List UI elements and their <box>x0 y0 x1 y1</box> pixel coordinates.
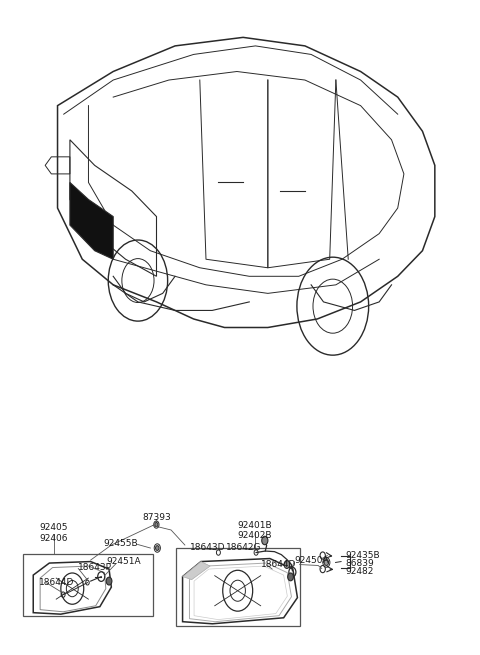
Polygon shape <box>70 183 113 259</box>
Text: 86839: 86839 <box>346 559 374 568</box>
Circle shape <box>155 523 158 527</box>
Text: 92405
92406: 92405 92406 <box>40 523 68 543</box>
Text: 92450A: 92450A <box>294 556 329 565</box>
Circle shape <box>262 536 268 545</box>
Text: 18644D: 18644D <box>39 578 74 586</box>
Circle shape <box>156 546 159 550</box>
Circle shape <box>106 577 112 585</box>
Text: 92482: 92482 <box>346 567 374 576</box>
Text: 92435B: 92435B <box>346 551 380 560</box>
Circle shape <box>288 573 293 581</box>
Text: 92401B
92402B: 92401B 92402B <box>238 521 272 540</box>
Polygon shape <box>182 561 210 580</box>
Text: 87393: 87393 <box>142 513 171 522</box>
Bar <box>176 548 300 626</box>
Text: 18643D: 18643D <box>190 543 225 552</box>
Text: 92455B: 92455B <box>103 539 138 548</box>
Text: 18643P: 18643P <box>78 563 112 572</box>
Circle shape <box>324 559 329 565</box>
Circle shape <box>284 561 290 569</box>
Text: 18644D: 18644D <box>261 560 296 569</box>
Bar <box>23 554 153 616</box>
Text: 18642G: 18642G <box>226 543 262 552</box>
Text: 92451A: 92451A <box>107 557 142 566</box>
